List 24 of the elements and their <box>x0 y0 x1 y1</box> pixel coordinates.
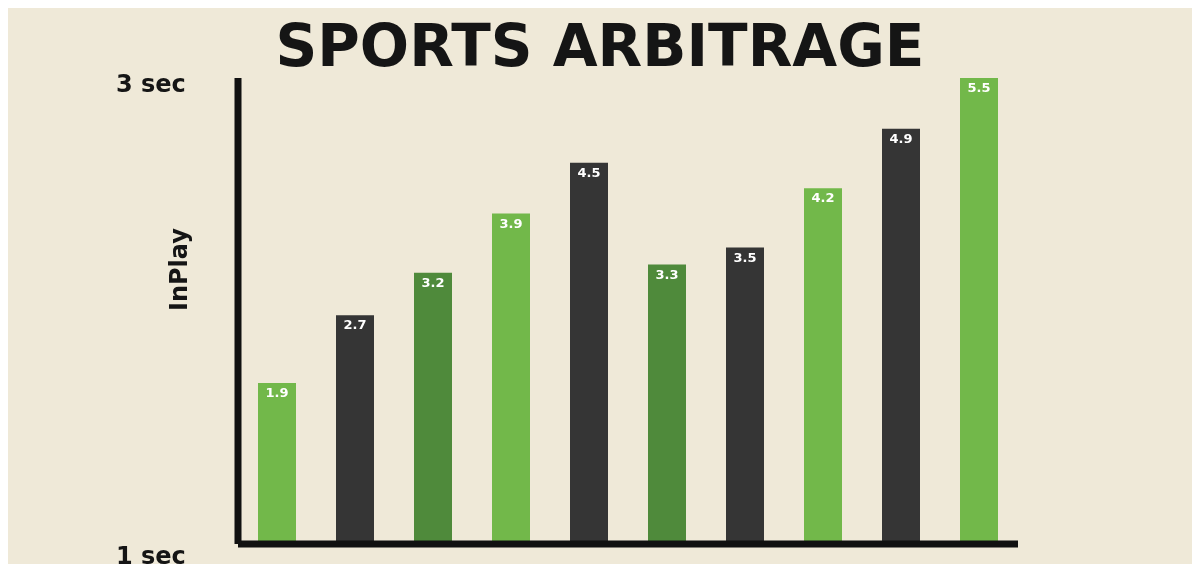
bar <box>960 78 998 544</box>
data-label: 3.9 <box>499 215 523 231</box>
bar <box>570 162 608 544</box>
chart-title: SPORTS ARBITRAGE <box>275 12 925 80</box>
data-label: 4.2 <box>811 190 835 206</box>
text: 1 sec <box>116 542 186 570</box>
data-label: 3.5 <box>733 249 757 265</box>
bar <box>648 264 686 544</box>
y-axis-title: InPlay <box>164 227 193 311</box>
bar <box>726 247 764 544</box>
data-label: 1.9 <box>265 385 289 401</box>
text: 3 sec <box>116 70 186 98</box>
data-label: 4.5 <box>577 164 601 180</box>
bar <box>258 383 296 544</box>
bar <box>414 272 452 544</box>
data-label: 2.7 <box>343 317 367 333</box>
bar <box>882 128 920 544</box>
data-label: 4.9 <box>889 131 913 147</box>
data-label: 3.2 <box>421 275 445 291</box>
bar <box>804 188 842 544</box>
data-label: 5.5 <box>967 80 991 96</box>
bar <box>492 213 530 544</box>
data-label: 3.3 <box>655 266 679 282</box>
bar <box>336 315 374 544</box>
